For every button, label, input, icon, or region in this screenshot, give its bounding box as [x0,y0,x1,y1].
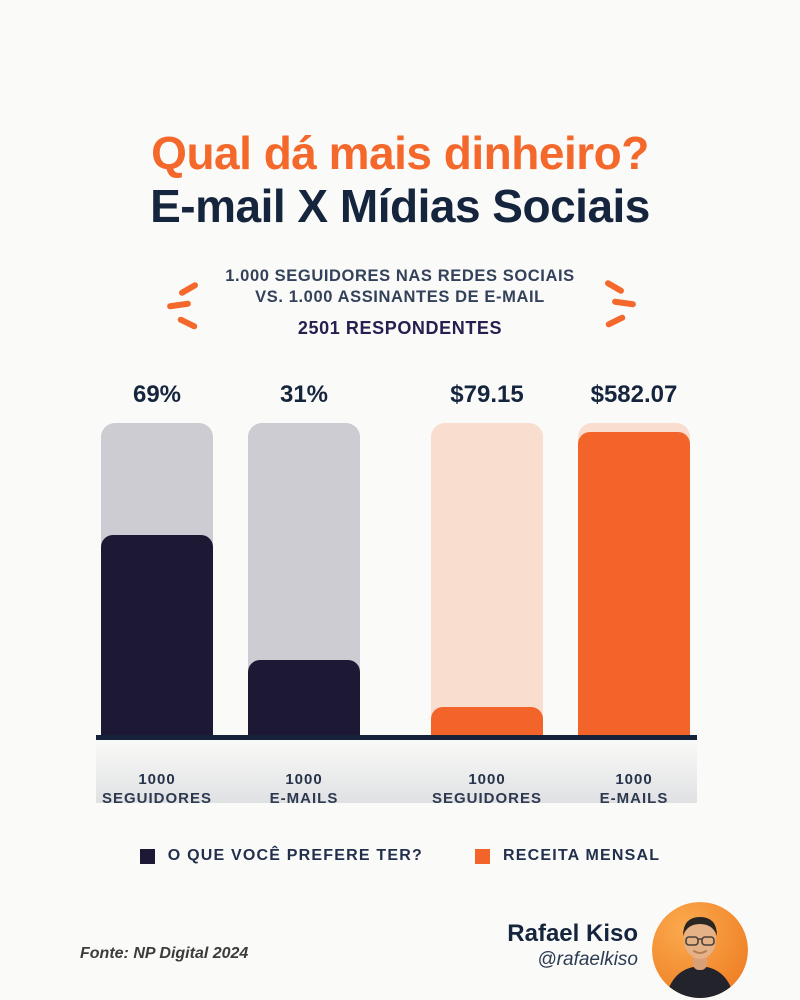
legend-label: RECEITA MENSAL [502,847,661,864]
legend-item-revenue: RECEITA MENSAL [474,847,661,865]
category-label: 1000 E-MAILS [248,770,360,808]
bar-track [248,423,360,735]
burst-dash-icon [604,313,627,329]
bar-value-label: 69% [132,381,182,408]
chart-shadow [96,739,697,803]
avatar [652,902,748,998]
category-label: 1000 E-MAILS [578,770,690,808]
chart-baseline [96,735,697,740]
bar-track [431,423,543,735]
bar-value-label: 31% [279,381,329,408]
category-line1: 1000 [101,770,213,789]
subtitle-block: 1.000 SEGUIDORES NAS REDES SOCIAIS VS. 1… [0,266,800,339]
category-line1: 1000 [248,770,360,789]
legend-swatch-navy [139,848,155,864]
category-line1: 1000 [578,770,690,789]
title-block: Qual dá mais dinheiro? E-mail X Mídias S… [0,126,800,232]
page-title-line1: Qual dá mais dinheiro? [151,127,649,179]
legend-swatch-orange [474,848,490,864]
burst-decoration-left-icon [163,280,207,336]
bar-value-label: $582.07 [590,381,678,408]
bar-fill [578,432,690,735]
burst-dash-icon [611,298,637,308]
subtitle-line1: 1.000 SEGUIDORES NAS REDES SOCIAIS [225,267,575,285]
category-line2: E-MAILS [578,789,690,808]
chart-legend: O QUE VOCÊ PREFERE TER? RECEITA MENSAL [0,847,800,865]
bar-followers-preference: 69% [101,381,213,735]
bar-track [578,423,690,735]
legend-item-preference: O QUE VOCÊ PREFERE TER? [139,847,423,865]
avatar-illustration [652,902,748,998]
respondents-count: 2501 RESPONDENTES [297,318,503,338]
bar-emails-revenue: $582.07 [578,381,690,735]
bar-emails-preference: 31% [248,381,360,735]
bar-chart: 69% 31% $79.15 $582.07 1000 SEGUIDORES [96,381,697,808]
bars-row: 69% 31% $79.15 $582.07 [101,381,690,735]
category-line2: SEGUIDORES [101,789,213,808]
burst-decoration-right-icon [596,278,640,334]
source-credit: Fonte: NP Digital 2024 [80,945,249,962]
category-labels-row: 1000 SEGUIDORES 1000 E-MAILS 1000 SEGUID… [101,770,690,808]
category-line2: SEGUIDORES [431,789,543,808]
author-block: Rafael Kiso @rafaelkiso [507,920,638,972]
bar-fill [248,660,360,735]
burst-dash-icon [603,279,626,295]
category-label: 1000 SEGUIDORES [101,770,213,808]
burst-dash-icon [166,300,192,310]
author-name: Rafael Kiso [507,920,638,947]
author-handle: @rafaelkiso [537,949,638,970]
bar-followers-revenue: $79.15 [431,381,543,735]
legend-label: O QUE VOCÊ PREFERE TER? [167,847,423,864]
category-line2: E-MAILS [248,789,360,808]
subtitle-line2: VS. 1.000 ASSINANTES DE E-MAIL [255,288,545,306]
page-title-line2: E-mail X Mídias Sociais [150,180,650,232]
category-label: 1000 SEGUIDORES [431,770,543,808]
category-line1: 1000 [431,770,543,789]
burst-dash-icon [176,315,199,331]
bar-value-label: $79.15 [450,381,524,408]
bar-track [101,423,213,735]
burst-dash-icon [177,281,200,297]
bar-fill [431,706,543,735]
bar-fill [101,535,213,735]
